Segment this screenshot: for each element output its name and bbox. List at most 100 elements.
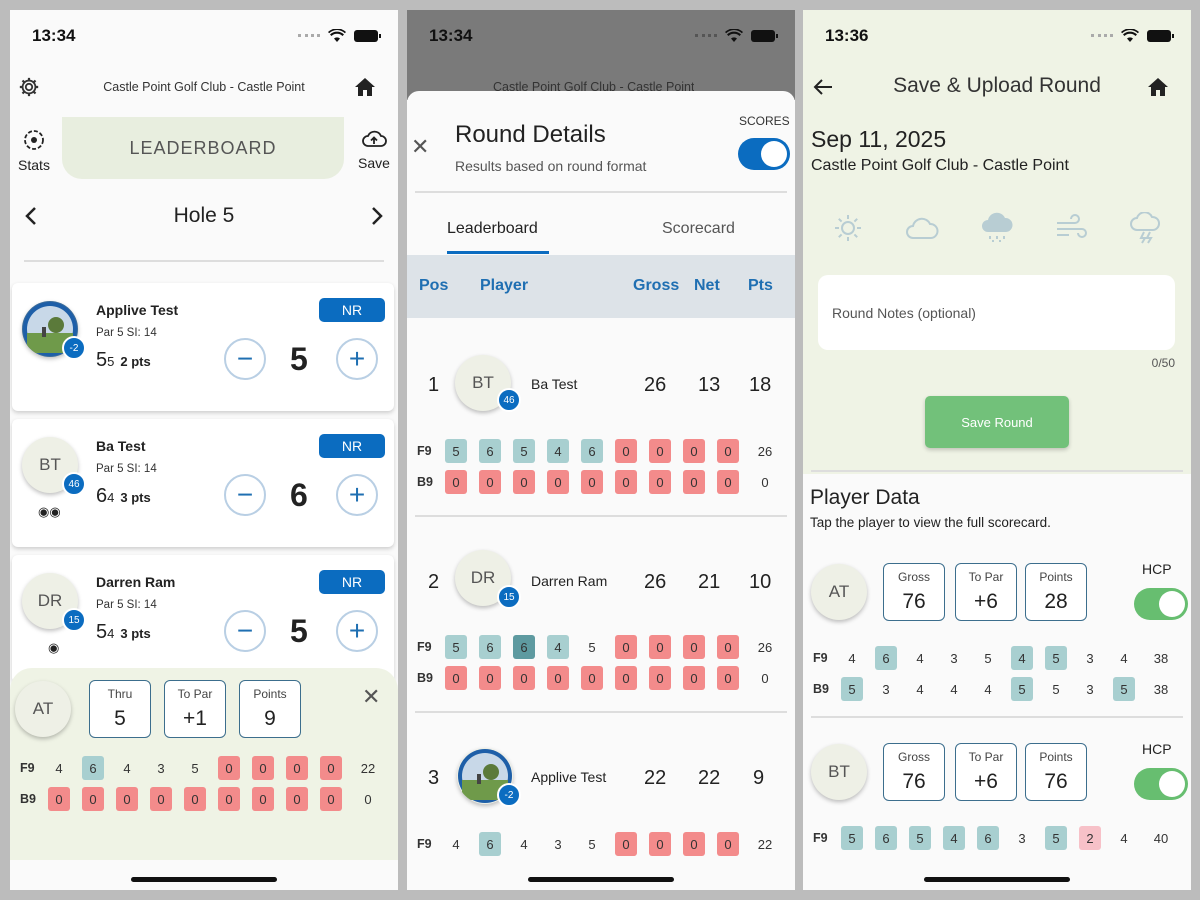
player-data-subtitle: Tap the player to view the full scorecar… — [810, 515, 1051, 530]
handicap-badge: -2 — [497, 783, 521, 807]
nr-badge[interactable]: NR — [319, 298, 385, 322]
stats-button[interactable]: Stats — [14, 128, 54, 173]
round-notes-input[interactable]: Round Notes (optional) — [818, 275, 1175, 350]
tab-leaderboard[interactable]: Leaderboard — [447, 220, 538, 237]
to-par-box: To Par +1 — [164, 680, 226, 738]
home-indicator — [528, 877, 674, 882]
home-icon[interactable] — [354, 77, 376, 97]
avatar-initials[interactable]: AT — [811, 564, 867, 620]
gross-box: Gross 76 — [883, 743, 945, 801]
stats-target-icon — [24, 130, 44, 150]
save-round-button[interactable]: Save Round — [925, 396, 1069, 448]
player-name[interactable]: Darren Ram — [531, 573, 608, 589]
nr-badge[interactable]: NR — [319, 570, 385, 594]
points: 9 — [753, 767, 765, 789]
rainy-icon[interactable] — [979, 212, 1015, 244]
next-hole-chevron-icon[interactable] — [370, 206, 384, 226]
position: 2 — [428, 571, 440, 593]
back-arrow-icon[interactable] — [813, 78, 833, 96]
stroke-dot-icon: ◉ — [48, 640, 60, 655]
hole-title: Hole 5 — [173, 204, 235, 227]
status-bar: 13:34 — [407, 10, 795, 62]
club-title-behind: Castle Point Golf Club - Castle Point — [493, 80, 695, 92]
divider — [415, 711, 787, 713]
scores-label: SCORES — [739, 114, 790, 128]
points-box: Points 28 — [1025, 563, 1087, 621]
wifi-icon — [1121, 29, 1139, 42]
wifi-icon — [725, 29, 743, 42]
plus-button[interactable]: + — [336, 474, 378, 516]
hcp-toggle[interactable] — [1134, 588, 1188, 620]
scores-toggle[interactable] — [738, 138, 790, 170]
player-card-1[interactable]: -2 Applive Test Par 5 SI: 14 55 2 pts NR … — [12, 283, 394, 411]
bottom-safe-area — [803, 858, 1191, 890]
hole-score: 5 — [290, 341, 308, 377]
plus-button[interactable]: + — [336, 338, 378, 380]
hcp-toggle[interactable] — [1134, 768, 1188, 800]
tab-scorecard[interactable]: Scorecard — [662, 220, 735, 237]
position: 3 — [428, 767, 440, 789]
leaderboard-header: Pos Player Gross Net Pts — [407, 255, 795, 318]
to-par-box: To Par +6 — [955, 743, 1017, 801]
stats-label: Stats — [18, 157, 50, 173]
save-button[interactable]: Save — [354, 128, 394, 171]
minus-button[interactable]: − — [224, 474, 266, 516]
hole-score: 6 — [290, 477, 308, 513]
windy-icon[interactable] — [1055, 214, 1087, 242]
sunny-icon[interactable] — [832, 212, 864, 244]
status-bar: 13:34 — [10, 10, 398, 62]
minus-button[interactable]: − — [224, 610, 266, 652]
gross: 26 — [644, 571, 667, 593]
player-card-3[interactable]: DR 15 ◉ Darren Ram Par 5 SI: 14 54 3 pts … — [12, 555, 394, 683]
settings-gear-icon[interactable] — [18, 76, 40, 98]
notes-placeholder: Round Notes (optional) — [832, 305, 976, 321]
thru-box: Thru 5 — [89, 680, 151, 738]
home-indicator — [924, 877, 1070, 882]
cloud-upload-icon — [362, 130, 387, 147]
close-icon[interactable]: ✕ — [362, 684, 381, 709]
leaderboard-button[interactable]: LEADERBOARD — [62, 117, 344, 179]
gross-net-points: 64 3 pts — [96, 485, 151, 507]
par-si: Par 5 SI: 14 — [96, 463, 157, 475]
gross-net-points: 55 2 pts — [96, 349, 151, 371]
handicap-badge: 15 — [62, 608, 86, 632]
avatar-initials[interactable]: BT — [811, 744, 867, 800]
points: 18 — [749, 374, 772, 396]
plus-icon: + — [348, 615, 366, 646]
handicap-badge: 46 — [62, 472, 86, 496]
cloudy-icon[interactable] — [904, 214, 940, 242]
dimmed-background — [407, 10, 795, 100]
points: 10 — [749, 571, 772, 593]
minus-icon: − — [236, 615, 254, 646]
avatar-initials: BT — [455, 355, 511, 411]
nr-badge[interactable]: NR — [319, 434, 385, 458]
prev-hole-chevron-icon[interactable] — [24, 206, 38, 226]
avatar-initials: AT — [15, 681, 71, 737]
plus-button[interactable]: + — [336, 610, 378, 652]
player-name: Applive Test — [96, 302, 179, 318]
player-name[interactable]: Ba Test — [531, 376, 578, 392]
net: 21 — [698, 571, 721, 593]
par-si: Par 5 SI: 14 — [96, 599, 157, 611]
phone-round-details: 13:34 Castle Point Golf Club - Castle Po… — [407, 10, 795, 890]
minus-button[interactable]: − — [224, 338, 266, 380]
to-par-box: To Par +6 — [955, 563, 1017, 621]
storm-icon[interactable] — [1129, 212, 1161, 244]
status-bar: 13:36 — [803, 10, 1191, 62]
home-indicator — [131, 877, 277, 882]
character-counter: 0/50 — [1151, 356, 1175, 370]
player-data-title: Player Data — [810, 486, 920, 509]
battery-icon — [751, 30, 778, 42]
home-icon[interactable] — [1147, 77, 1169, 97]
player-card-2[interactable]: BT 46 ◉◉ Ba Test Par 5 SI: 14 64 3 pts NR… — [12, 419, 394, 547]
player-name[interactable]: Applive Test — [531, 769, 607, 785]
sheet-subtitle: Results based on round format — [455, 158, 647, 174]
close-icon[interactable]: ✕ — [411, 134, 430, 159]
